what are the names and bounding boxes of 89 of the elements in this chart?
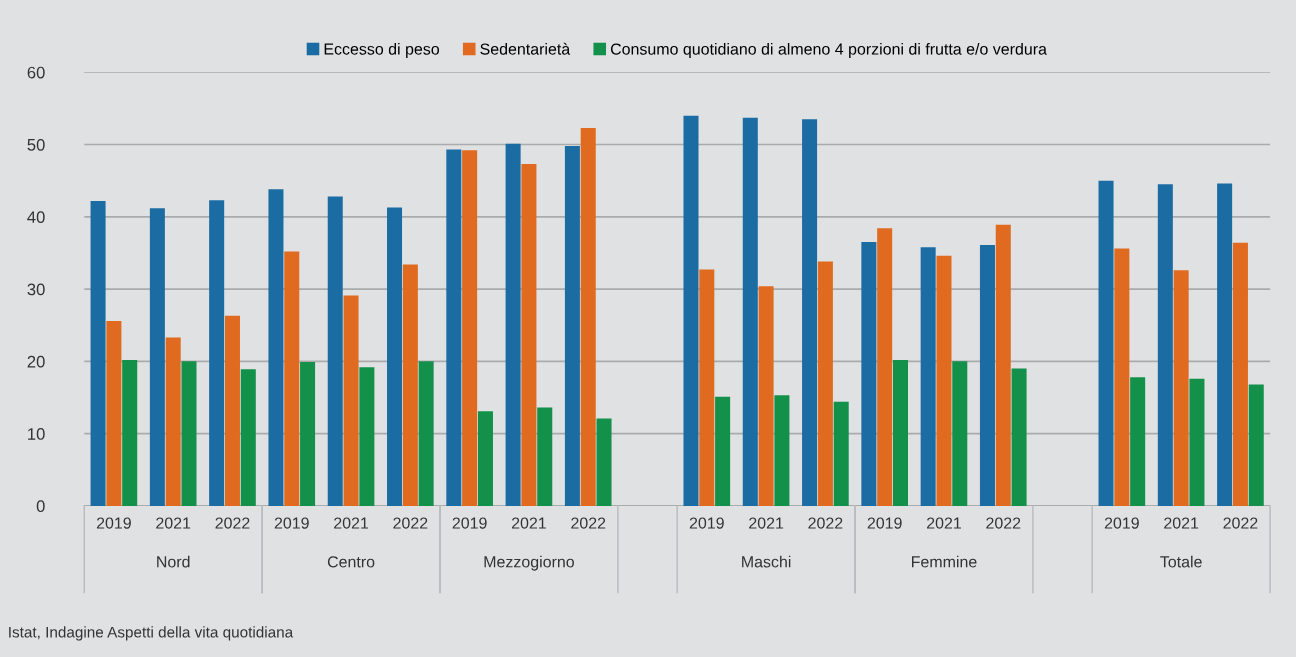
bar	[1217, 183, 1233, 506]
bar	[343, 295, 359, 506]
text: Istat, Indagine Aspetti della vita quotidiana	[9, 626, 294, 641]
x-tick-label: 2019	[689, 517, 724, 529]
bar	[817, 261, 833, 506]
bar	[327, 196, 343, 506]
y-tick-label: 20	[27, 355, 45, 368]
bar	[209, 200, 225, 506]
bar	[715, 396, 731, 506]
legend-label: Sedentarietà	[480, 42, 571, 55]
bar	[224, 315, 240, 506]
y-tick-label: 10	[28, 428, 45, 440]
x-tick-label: 2022	[215, 517, 250, 529]
legend-label: Eccesso di peso	[324, 43, 440, 58]
bar	[284, 251, 300, 506]
bar	[387, 207, 403, 506]
bar	[462, 150, 478, 506]
bar	[774, 395, 790, 506]
bar	[1130, 377, 1146, 506]
bar	[892, 359, 908, 506]
bar	[477, 411, 493, 506]
bar	[268, 189, 284, 506]
text: Maschi	[742, 555, 791, 568]
x-tick-label: 2021	[749, 517, 784, 529]
bar	[402, 264, 418, 506]
text: Femmine	[912, 555, 977, 568]
text: Totale	[1160, 555, 1202, 568]
bar	[564, 145, 580, 506]
x-tick-label: 2022	[808, 517, 843, 529]
x-tick-label: 2021	[334, 517, 369, 529]
bar	[1248, 384, 1264, 506]
x-tick-label: 2019	[274, 517, 309, 529]
bar	[596, 418, 612, 506]
bar	[521, 164, 537, 506]
y-tick-label: 60	[27, 66, 45, 79]
bar	[1098, 180, 1114, 506]
bar	[359, 367, 375, 506]
bar	[418, 361, 434, 506]
bar	[979, 245, 995, 506]
bar	[181, 361, 197, 506]
text: Centro	[327, 556, 375, 568]
bar	[106, 320, 122, 506]
bar	[1173, 270, 1189, 506]
x-tick-label: 2022	[393, 517, 428, 529]
y-tick-label: 30	[27, 283, 45, 296]
bar	[742, 117, 758, 506]
bar	[1189, 378, 1205, 506]
bar	[537, 407, 553, 506]
bar	[122, 359, 138, 506]
bar	[1157, 184, 1173, 506]
y-tick-label: 40	[27, 211, 45, 224]
bar	[683, 115, 699, 506]
bar	[699, 269, 715, 506]
bar	[1232, 242, 1248, 506]
bar	[877, 228, 893, 506]
bar	[1114, 248, 1130, 506]
bar	[936, 255, 952, 506]
bar	[758, 286, 774, 506]
bar	[90, 200, 106, 506]
bar	[149, 208, 165, 506]
text: Nord	[157, 555, 190, 568]
bar	[240, 369, 256, 506]
bar	[165, 337, 181, 506]
bar	[833, 401, 849, 506]
x-tick-label: 2022	[571, 517, 606, 529]
y-tick-label: 0	[36, 500, 45, 513]
x-tick-label: 2021	[511, 517, 546, 529]
y-tick-label: 50	[27, 138, 45, 151]
x-tick-label: 2019	[452, 517, 487, 529]
bar	[861, 242, 877, 506]
bar	[802, 119, 818, 506]
bar	[505, 143, 521, 506]
bar	[995, 224, 1011, 506]
bar	[300, 362, 316, 506]
bar	[580, 127, 596, 506]
bar	[446, 149, 462, 506]
x-tick-label: 2019	[1104, 517, 1139, 529]
x-tick-label: 2021	[156, 517, 191, 529]
bar	[952, 361, 968, 506]
bar	[1011, 368, 1027, 506]
x-tick-label: 2022	[1223, 517, 1258, 529]
x-tick-label: 2022	[986, 517, 1021, 529]
x-tick-label: 2021	[927, 517, 961, 529]
bar	[920, 247, 936, 506]
text: Mezzogiorno	[484, 555, 574, 571]
x-tick-label: 2021	[1164, 517, 1199, 529]
x-tick-label: 2019	[96, 517, 131, 529]
x-tick-label: 2019	[867, 517, 902, 529]
legend-label: Consumo quotidiano di almeno 4 porzioni di frutta e/o verdura	[610, 43, 1047, 58]
